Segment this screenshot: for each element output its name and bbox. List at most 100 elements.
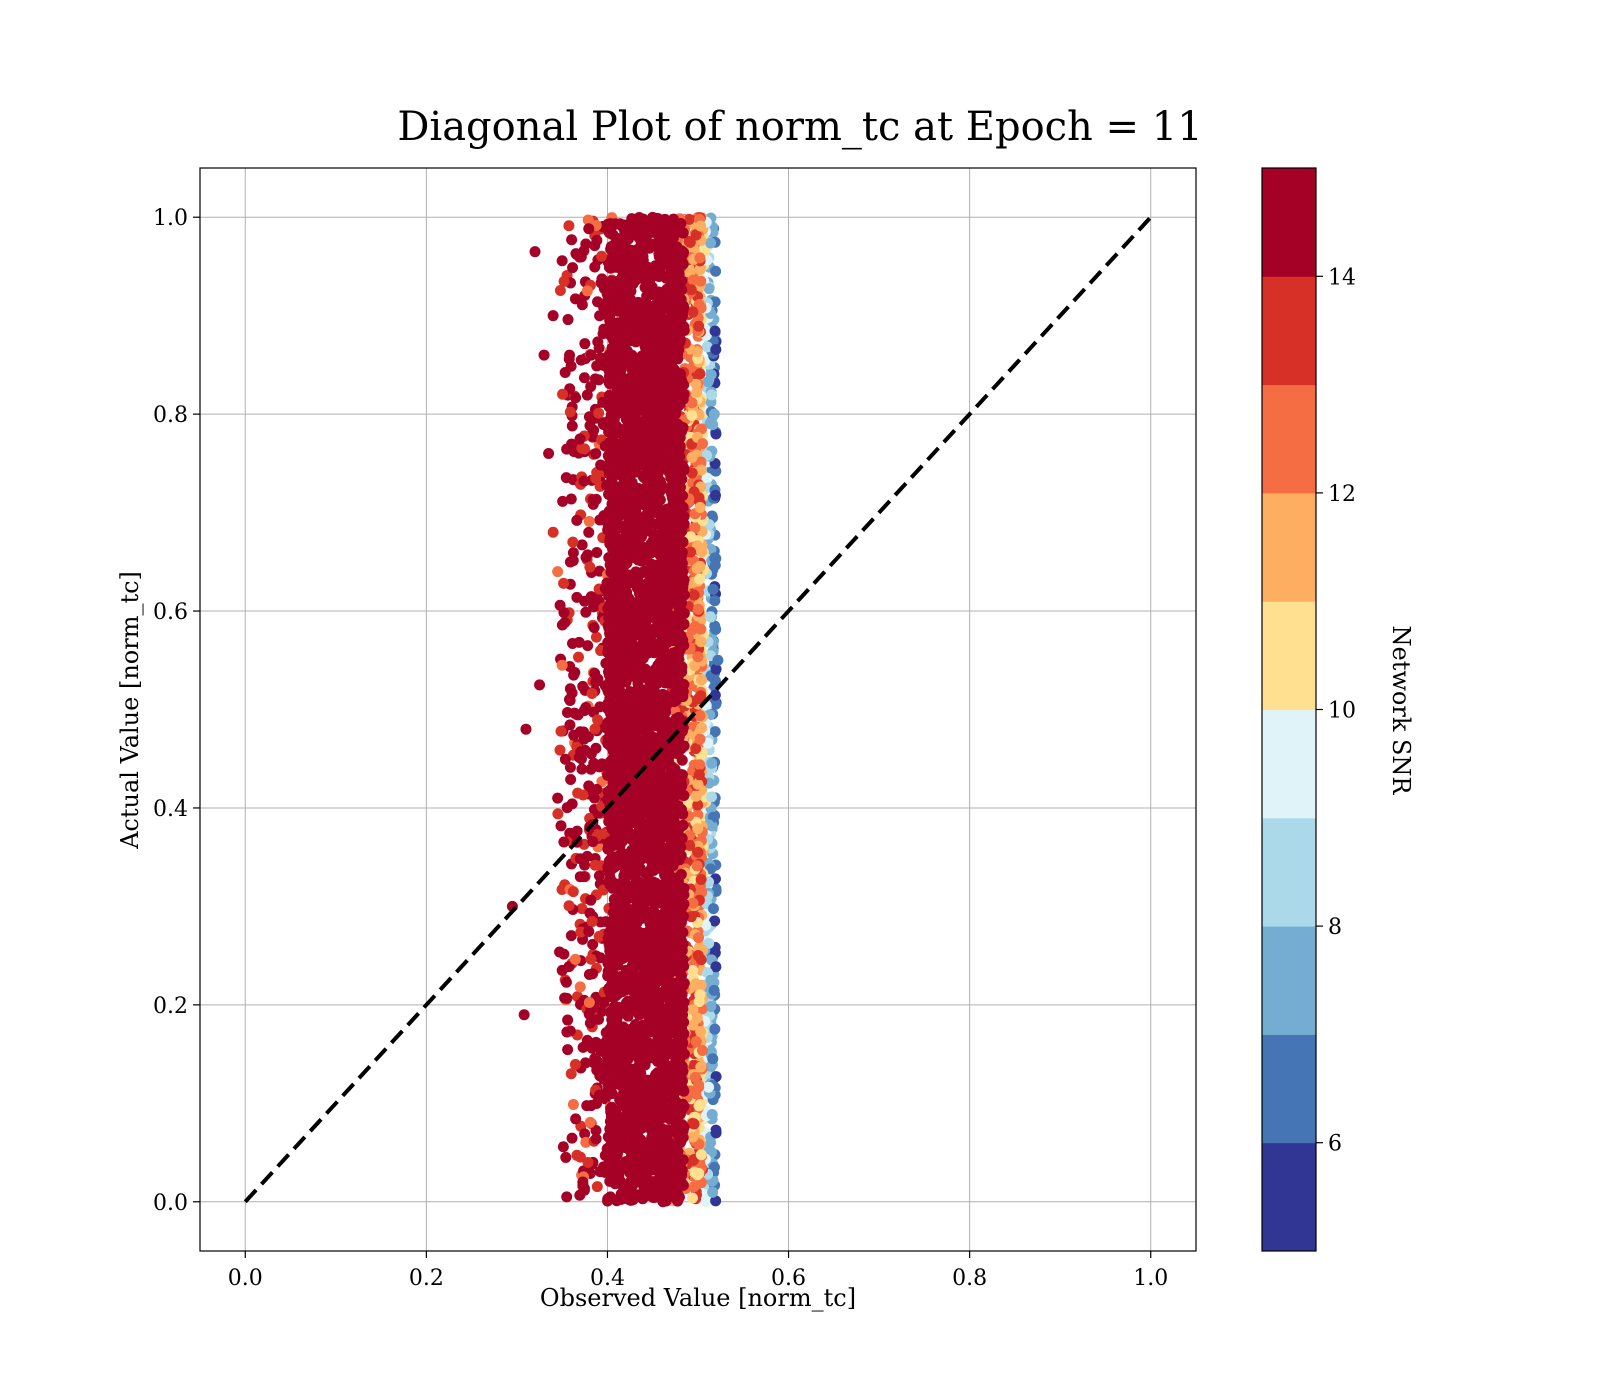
scatter-point (585, 953, 597, 965)
scatter-point (585, 349, 597, 361)
scatter-point (644, 1135, 656, 1147)
scatter-point (602, 353, 614, 365)
scatter-point (583, 223, 595, 235)
scatter-point (594, 1166, 606, 1178)
scatter-point (695, 873, 707, 885)
scatter-point (705, 237, 717, 249)
scatter-point (575, 746, 587, 758)
scatter-point (710, 1195, 722, 1207)
scatter-point (706, 510, 718, 522)
scatter-point (554, 285, 566, 297)
scatter-point (604, 1191, 616, 1203)
scatter-point (706, 389, 718, 401)
scatter-point (694, 573, 706, 585)
scatter-point (694, 252, 706, 264)
scatter-point (613, 533, 625, 545)
scatter-point (589, 1053, 601, 1065)
scatter-point (561, 992, 573, 1004)
scatter-point (691, 1012, 703, 1024)
scatter-point (580, 1136, 592, 1148)
scatter-point (592, 714, 604, 726)
scatter-point (694, 733, 706, 745)
scatter-point (611, 702, 623, 714)
scatter-point (687, 1117, 699, 1129)
scatter-point (570, 1113, 582, 1125)
scatter-point (691, 346, 703, 358)
scatter-point (687, 306, 699, 318)
scatter-point (618, 873, 630, 885)
scatter-point (596, 273, 608, 285)
scatter-point (708, 984, 720, 996)
scatter-point (574, 726, 586, 738)
scatter-point (645, 508, 657, 520)
scatter-point (691, 562, 703, 574)
scatter-point (695, 1149, 707, 1161)
scatter-point (709, 689, 721, 701)
scatter-point (578, 372, 590, 384)
scatter-point (690, 1036, 702, 1048)
scatter-point (555, 725, 567, 737)
scatter-point (593, 1089, 605, 1101)
scatter-point (603, 261, 615, 273)
scatter-point (695, 220, 707, 232)
scatter-point (697, 1044, 709, 1056)
scatter-point (567, 1098, 579, 1110)
scatter-point (694, 264, 706, 276)
scatter-point (590, 448, 602, 460)
scatter-point (570, 392, 582, 404)
scatter-point (703, 283, 715, 295)
scatter-point (705, 369, 717, 381)
scatter-point (709, 559, 721, 571)
scatter-point (576, 903, 588, 915)
scatter-point (626, 263, 638, 275)
scatter-point (671, 802, 683, 814)
scatter-point (707, 903, 719, 915)
scatter-point (672, 748, 684, 760)
scatter-point (653, 995, 665, 1007)
scatter-point (567, 637, 579, 649)
scatter-point (632, 483, 644, 495)
scatter-point (586, 687, 598, 699)
scatter-point (577, 680, 589, 692)
scatter-point (558, 577, 570, 589)
scatter-point (606, 509, 618, 521)
scatter-point (567, 886, 579, 898)
scatter-point (559, 753, 571, 765)
scatter-point (596, 250, 608, 262)
scatter-point (677, 536, 689, 548)
scatter-point (569, 1058, 581, 1070)
scatter-point (582, 640, 594, 652)
scatter-point (689, 1071, 701, 1083)
scatter-point (584, 1017, 596, 1029)
scatter-point (554, 946, 566, 958)
scatter-point (687, 897, 699, 909)
scatter-point (671, 550, 683, 562)
scatter-point (707, 1053, 719, 1065)
scatter-point (578, 475, 590, 487)
scatter-point (588, 757, 600, 769)
scatter-point (587, 836, 599, 848)
scatter-point (693, 996, 705, 1008)
scatter-point (588, 622, 600, 634)
plot-area (199, 167, 1197, 1252)
scatter-point (650, 675, 662, 687)
scatter-point (677, 691, 689, 703)
scatter-point (593, 870, 605, 882)
scatter-point (685, 911, 697, 923)
scatter-point (591, 546, 603, 558)
scatter-point (695, 464, 707, 476)
scatter-point (557, 495, 569, 507)
scatter-point (555, 820, 567, 832)
scatter-point (565, 493, 577, 505)
scatter-point (563, 693, 575, 705)
scatter-point (554, 599, 566, 611)
scatter-point (629, 1018, 641, 1030)
scatter-point (580, 1057, 592, 1069)
scatter-point (613, 254, 625, 266)
scatter-point (574, 871, 586, 883)
scatter-point (686, 397, 698, 409)
scatter-point (695, 636, 707, 648)
scatter-point (690, 978, 702, 990)
scatter-point (583, 997, 595, 1009)
scatter-point (566, 234, 578, 246)
